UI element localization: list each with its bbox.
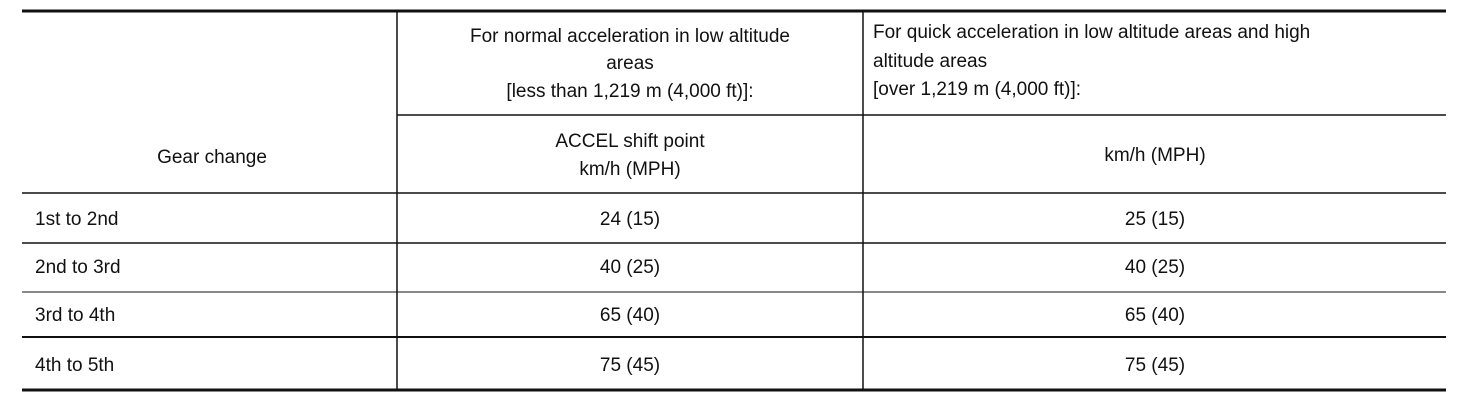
speed-cell: 40 (25)	[1125, 257, 1185, 278]
gear-label: 4th to 5th	[35, 355, 114, 376]
speed-cell: 40 (25)	[600, 257, 660, 278]
speed-cell: 75 (45)	[600, 355, 660, 376]
gear-label: 2nd to 3rd	[35, 257, 121, 278]
subheader-cell: ACCEL shift point	[555, 131, 705, 152]
header-cell: For quick acceleration in low altitude a…	[873, 22, 1310, 43]
speed-cell: 65 (40)	[600, 305, 660, 326]
subheader-cell: Gear change	[157, 147, 267, 168]
gear-label: 1st to 2nd	[35, 209, 118, 230]
header-cell: [less than 1,219 m (4,000 ft)]:	[506, 81, 753, 102]
table-body: 1st to 2nd 24 (15) 25 (15) 2nd to 3rd 40 (25…	[35, 209, 1185, 376]
speed-cell: 24 (15)	[600, 209, 660, 230]
header-cell: areas	[606, 53, 654, 74]
header-cell: [over 1,219 m (4,000 ft)]:	[873, 79, 1081, 100]
subheader-cell: km/h (MPH)	[1104, 145, 1205, 166]
speed-cell: 75 (45)	[1125, 355, 1185, 376]
header-cell: For normal acceleration in low altitude	[470, 26, 790, 47]
speed-cell: 25 (15)	[1125, 209, 1185, 230]
gear-label: 3rd to 4th	[35, 305, 115, 326]
header-cell: altitude areas	[873, 51, 987, 72]
speed-cell: 65 (40)	[1125, 305, 1185, 326]
subheader-cell: km/h (MPH)	[579, 159, 680, 180]
